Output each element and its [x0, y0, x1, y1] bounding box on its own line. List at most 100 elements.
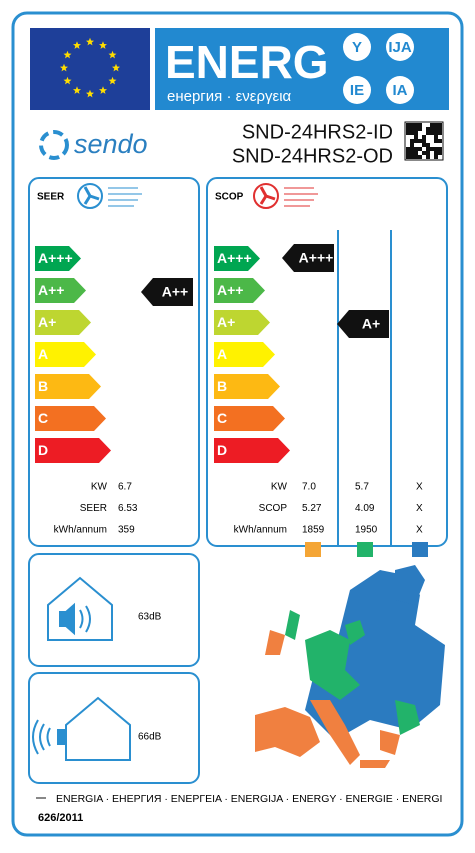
heating-label: SCOP: [215, 192, 244, 203]
qr-cell: [426, 131, 430, 135]
qr-cell: [418, 147, 422, 151]
zone-warm: [305, 542, 321, 557]
energy-class-label: C: [217, 410, 227, 426]
energy-class-label: A+: [38, 314, 56, 330]
energy-class-label: A++: [38, 282, 64, 298]
zone-cold: [412, 542, 428, 557]
energy-class: [35, 246, 81, 271]
noise-indoor: 63dB: [138, 612, 162, 623]
row-label: KW: [271, 482, 288, 493]
rating-label: A++: [162, 284, 188, 300]
regulation: 626/2011: [38, 812, 83, 824]
qr-cell: [434, 147, 438, 151]
energy-class-label: A: [217, 346, 227, 362]
row-value: 1859: [302, 525, 325, 536]
qr-cell: [422, 135, 426, 139]
qr-cell: [426, 147, 430, 151]
qr-cell: [430, 127, 434, 131]
qr-cell: [438, 139, 442, 143]
row-value: 5.27: [302, 503, 322, 514]
qr-cell: [414, 151, 418, 155]
eu-star: [99, 41, 107, 49]
eu-star: [108, 50, 117, 59]
noise-indoor-panel: [28, 553, 200, 667]
energy-class-label: B: [217, 378, 227, 394]
cooling-label: SEER: [37, 192, 65, 203]
eu-star: [112, 63, 120, 72]
energy-class-label: C: [38, 410, 48, 426]
qr-cell: [430, 147, 434, 151]
row-label: SEER: [80, 503, 107, 514]
energy-class-label: D: [38, 442, 48, 458]
brand-logo: [39, 130, 69, 160]
rating-arrow: [141, 278, 193, 306]
qr-cell: [418, 155, 422, 159]
language-code: IA: [393, 82, 408, 99]
language-code: IE: [350, 82, 364, 99]
language-badge: [386, 33, 414, 61]
row-value: X: [416, 503, 423, 514]
eu-star: [63, 76, 72, 85]
qr-cell: [406, 155, 410, 159]
qr-cell: [422, 139, 426, 143]
qr-code: [404, 121, 444, 161]
energy-class: [214, 406, 285, 431]
eu-star: [63, 50, 72, 59]
energy-class: [35, 438, 111, 463]
row-value: X: [416, 525, 423, 536]
energy-class: [35, 406, 106, 431]
europe-map: [255, 565, 445, 768]
language-code: Y: [352, 39, 362, 56]
noise-outdoor: 66dB: [138, 732, 162, 743]
energy-class: [35, 342, 96, 367]
energy-class-label: A++: [217, 282, 243, 298]
language-code: IJA: [388, 39, 412, 56]
row-value: 6.53: [118, 503, 138, 514]
qr-cell: [410, 123, 414, 127]
eu-star: [86, 37, 94, 46]
qr-cell: [434, 123, 438, 127]
qr-cell: [438, 131, 442, 135]
qr-cell: [414, 155, 418, 159]
qr-cell: [438, 127, 442, 131]
energy-class: [214, 374, 280, 399]
eu-star: [60, 63, 68, 72]
qr-cell: [414, 131, 418, 135]
qr-cell: [430, 123, 434, 127]
row-value: 1950: [355, 525, 378, 536]
language-badge: [343, 76, 371, 104]
row-value: 6.7: [118, 482, 132, 493]
qr-cell: [434, 135, 438, 139]
qr-cell: [410, 127, 414, 131]
qr-cell: [434, 151, 438, 155]
qr-cell: [410, 131, 414, 135]
energy-class: [214, 246, 260, 271]
house-icon-outdoor: [32, 696, 131, 761]
qr-cell: [410, 147, 414, 151]
qr-cell: [414, 147, 418, 151]
qr-cell: [434, 131, 438, 135]
row-label: kWh/annum: [234, 525, 287, 536]
eu-star: [73, 41, 81, 49]
qr-cell: [438, 151, 442, 155]
energy-class: [214, 310, 270, 335]
model-indoor: SND-24HRS2-ID: [242, 121, 393, 143]
qr-cell: [418, 127, 422, 131]
energy-class-label: A+++: [38, 250, 73, 266]
qr-cell: [438, 123, 442, 127]
qr-cell: [414, 123, 418, 127]
qr-cell: [430, 131, 434, 135]
eu-star: [108, 76, 117, 85]
eu-star: [73, 86, 81, 94]
qr-cell: [426, 151, 430, 155]
eu-star: [99, 86, 107, 94]
rating-arrow: [337, 310, 389, 338]
qr-cell: [414, 127, 418, 131]
row-value: 359: [118, 525, 135, 536]
heating-panel: [206, 177, 448, 547]
qr-cell: [410, 155, 414, 159]
qr-cell: [410, 139, 414, 143]
eu-stars: [60, 37, 120, 98]
fan-icon-cool: [77, 183, 142, 209]
